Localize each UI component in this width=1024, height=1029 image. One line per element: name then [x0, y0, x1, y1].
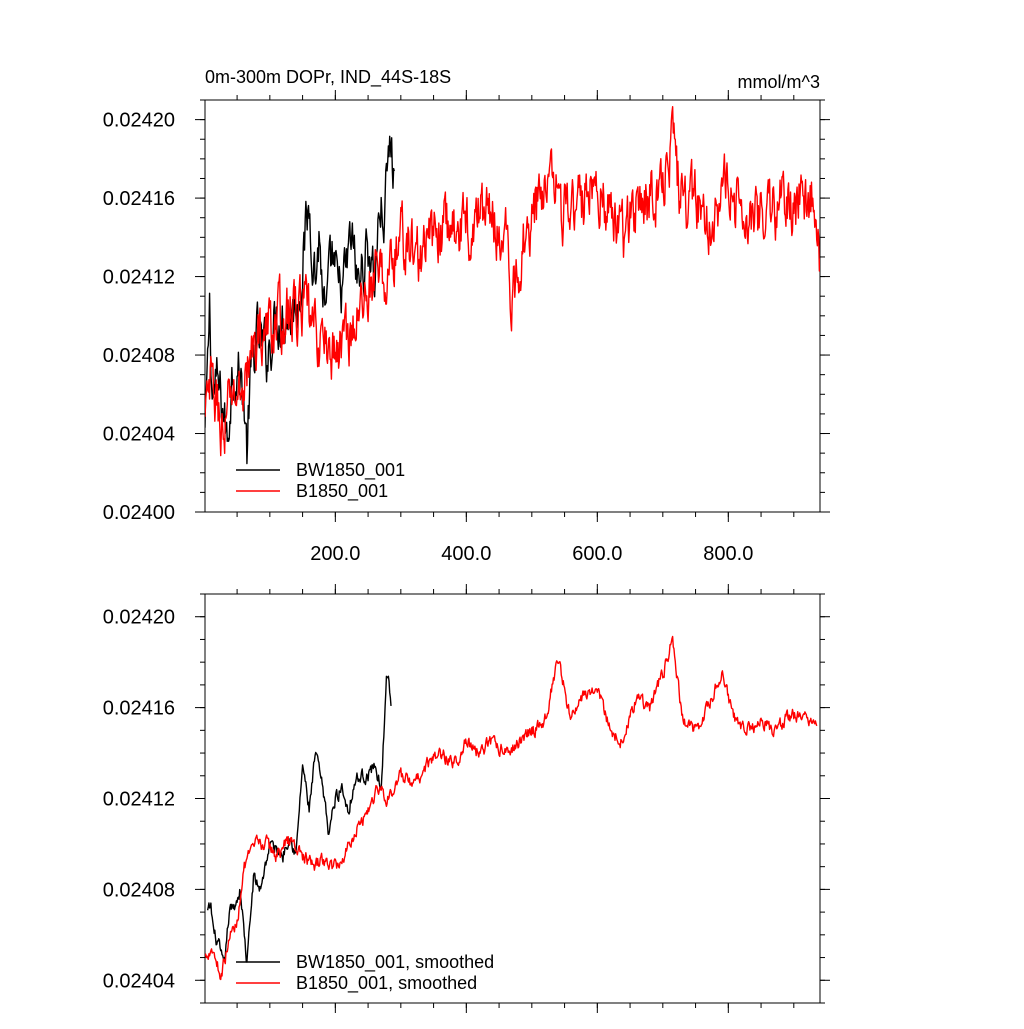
top-chart-units-label: mmol/m^3 — [738, 72, 820, 92]
bottom-panel: 0.02404 0.02408 0.02412 0.02416 0.02420 BW185… — [103, 584, 830, 1013]
bottom-series-line-bw1850 — [206, 675, 392, 963]
bottom-y-tick-label: 0.02412 — [103, 789, 175, 811]
bottom-y-tick-label: 0.02420 — [103, 607, 175, 629]
top-legend-label: BW1850_001 — [296, 460, 405, 481]
top-y-tick-label: 0.02400 — [103, 502, 175, 524]
top-y-tick-label: 0.02404 — [103, 424, 175, 446]
top-chart-title: 0m-300m DOPr, IND_44S-18S — [205, 67, 451, 88]
bottom-legend-label: B1850_001, smoothed — [296, 973, 477, 994]
bottom-legend-label: BW1850_001, smoothed — [296, 952, 494, 973]
bottom-y-tick-label: 0.02408 — [103, 879, 175, 901]
bottom-y-tick-label: 0.02416 — [103, 698, 175, 720]
top-y-tick-label: 0.02416 — [103, 188, 175, 210]
top-x-tick-label: 600.0 — [572, 543, 622, 565]
top-legend-label: B1850_001 — [296, 481, 388, 502]
top-x-tick-label: 200.0 — [310, 543, 360, 565]
top-plot-frame — [204, 99, 821, 513]
top-y-tick-label: 0.02420 — [103, 110, 175, 132]
top-y-tick-label: 0.02408 — [103, 345, 175, 367]
top-x-tick-label: 400.0 — [441, 543, 491, 565]
top-panel: 0m-300m DOPr, IND_44S-18S mmol/m^3 0.024… — [103, 67, 830, 565]
top-x-tick-label: 800.0 — [703, 543, 753, 565]
bottom-y-tick-label: 0.02404 — [103, 970, 175, 992]
top-y-tick-label: 0.02412 — [103, 267, 175, 289]
top-series-line-b1850 — [205, 105, 820, 457]
bottom-series-line-b1850 — [205, 635, 818, 981]
top-series-line-bw1850 — [205, 135, 395, 465]
